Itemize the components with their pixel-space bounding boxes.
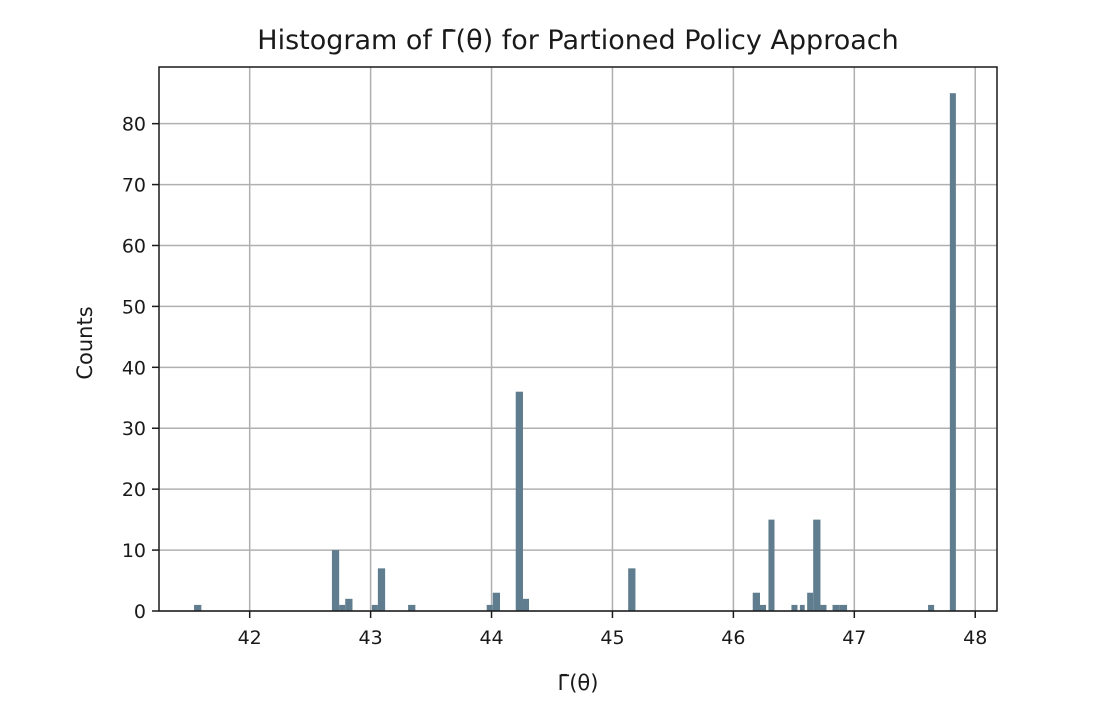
- histogram-bar: [949, 93, 956, 612]
- chart-title: Histogram of Γ̄(θ) for Partioned Policy …: [257, 25, 898, 56]
- histogram-bars: [194, 93, 956, 612]
- histogram-bar: [492, 592, 501, 611]
- x-tick-label: 42: [238, 627, 262, 649]
- x-tick-label: 46: [721, 627, 745, 649]
- y-tick-label: 40: [122, 357, 146, 379]
- x-axis-label: Γ̄(θ): [558, 671, 599, 695]
- y-tick-label: 0: [134, 601, 146, 623]
- histogram-bar: [807, 592, 814, 611]
- y-axis-label: Counts: [73, 306, 97, 379]
- x-axis-ticks: 42 43 44 45 46 47 48: [238, 611, 987, 649]
- x-tick-label: 47: [842, 627, 866, 649]
- histogram-bar: [759, 604, 767, 611]
- x-tick-label: 43: [359, 627, 383, 649]
- y-tick-label: 10: [122, 540, 146, 562]
- x-tick-label: 44: [479, 627, 503, 649]
- histogram-bar: [928, 604, 935, 611]
- y-tick-label: 30: [122, 418, 146, 440]
- histogram-bar: [371, 604, 378, 611]
- grid-lines: [159, 67, 997, 612]
- x-tick-label: 48: [963, 627, 987, 649]
- histogram-bar: [820, 604, 827, 611]
- y-tick-label: 60: [122, 235, 146, 257]
- histogram-bar: [486, 604, 493, 611]
- histogram-bar: [791, 604, 798, 611]
- histogram-bar: [377, 568, 386, 611]
- histogram-bar: [515, 391, 523, 611]
- x-tick-label: 45: [600, 627, 624, 649]
- histogram-bar: [331, 550, 340, 611]
- y-tick-label: 50: [122, 296, 146, 318]
- y-tick-label: 80: [122, 114, 146, 136]
- plot-frame: [158, 66, 998, 612]
- histogram-bar: [522, 598, 530, 611]
- histogram-bar: [752, 592, 760, 611]
- histogram-bar: [339, 604, 346, 611]
- y-tick-label: 70: [122, 175, 146, 197]
- histogram-bar: [628, 568, 636, 611]
- histogram-bar: [345, 598, 353, 611]
- histogram-bar: [839, 604, 848, 611]
- y-tick-label: 20: [122, 479, 146, 501]
- histogram-bar: [194, 604, 202, 611]
- histogram-bar: [813, 519, 821, 611]
- histogram-bar: [832, 604, 840, 611]
- histogram-bar: [408, 604, 416, 611]
- y-axis-ticks: 0 10 20 30 40 50 60 70 80: [122, 114, 159, 623]
- histogram-bar: [768, 519, 775, 611]
- histogram-bar: [799, 604, 805, 611]
